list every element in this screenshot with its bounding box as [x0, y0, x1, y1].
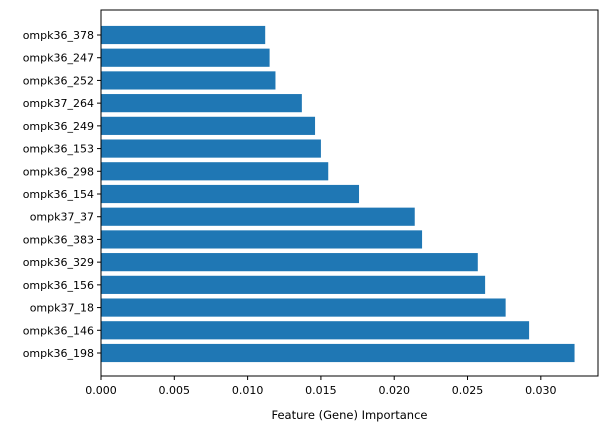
y-tick-label: ompk36_198 — [23, 347, 94, 360]
bar-ompk36_153 — [101, 139, 321, 158]
y-tick-label: ompk36_252 — [23, 74, 94, 87]
bar-ompk37_18 — [101, 298, 506, 317]
x-tick-label: 0.020 — [378, 384, 410, 397]
bar-ompk36_249 — [101, 116, 316, 135]
y-tick-label: ompk36_156 — [23, 279, 94, 292]
bar-ompk36_154 — [101, 184, 360, 204]
y-tick-label: ompk36_146 — [23, 324, 94, 337]
bar-ompk36_378 — [101, 25, 266, 45]
x-tick-label: 0.030 — [525, 384, 557, 397]
x-tick-label: 0.005 — [159, 384, 191, 397]
y-tick-label: ompk36_383 — [23, 233, 94, 246]
y-tick-label: ompk36_378 — [23, 29, 94, 42]
bar-ompk36_146 — [101, 321, 530, 340]
plot-frame — [100, 9, 599, 377]
bar-ompk36_198 — [101, 343, 575, 363]
x-axis-title: Feature (Gene) Importance — [272, 408, 428, 422]
bar-ompk36_329 — [101, 253, 478, 272]
x-tick-label: 0.000 — [85, 384, 117, 397]
bar-ompk36_247 — [101, 48, 270, 67]
bars-group — [101, 25, 575, 363]
bar-ompk36_156 — [101, 275, 486, 294]
y-tick-label: ompk36_247 — [23, 52, 94, 65]
y-tick-label: ompk37_18 — [30, 302, 94, 315]
bar-ompk37_37 — [101, 207, 415, 226]
y-tick-label: ompk36_154 — [23, 188, 94, 201]
bar-ompk36_252 — [101, 71, 276, 90]
y-tick-label: ompk36_298 — [23, 165, 94, 178]
x-tick-label: 0.025 — [452, 384, 484, 397]
x-tick-label: 0.015 — [305, 384, 337, 397]
y-tick-label: ompk36_329 — [23, 256, 94, 269]
bar-ompk37_264 — [101, 94, 302, 113]
x-ticks-group: 0.000 0.005 0.010 0.015 0.020 0.025 0.030 — [85, 376, 557, 397]
y-tick-label: ompk37_264 — [23, 97, 94, 110]
x-tick-label: 0.010 — [232, 384, 264, 397]
y-tick-label: ompk36_153 — [23, 143, 94, 156]
bar-ompk36_383 — [101, 230, 423, 249]
y-tick-label: ompk36_249 — [23, 120, 94, 133]
y-tick-label: ompk37_37 — [30, 211, 94, 224]
y-ticks-group: ompk36_198 ompk36_146 ompk37_18 ompk36_156 o… — [23, 29, 101, 360]
bar-ompk36_298 — [101, 162, 329, 181]
